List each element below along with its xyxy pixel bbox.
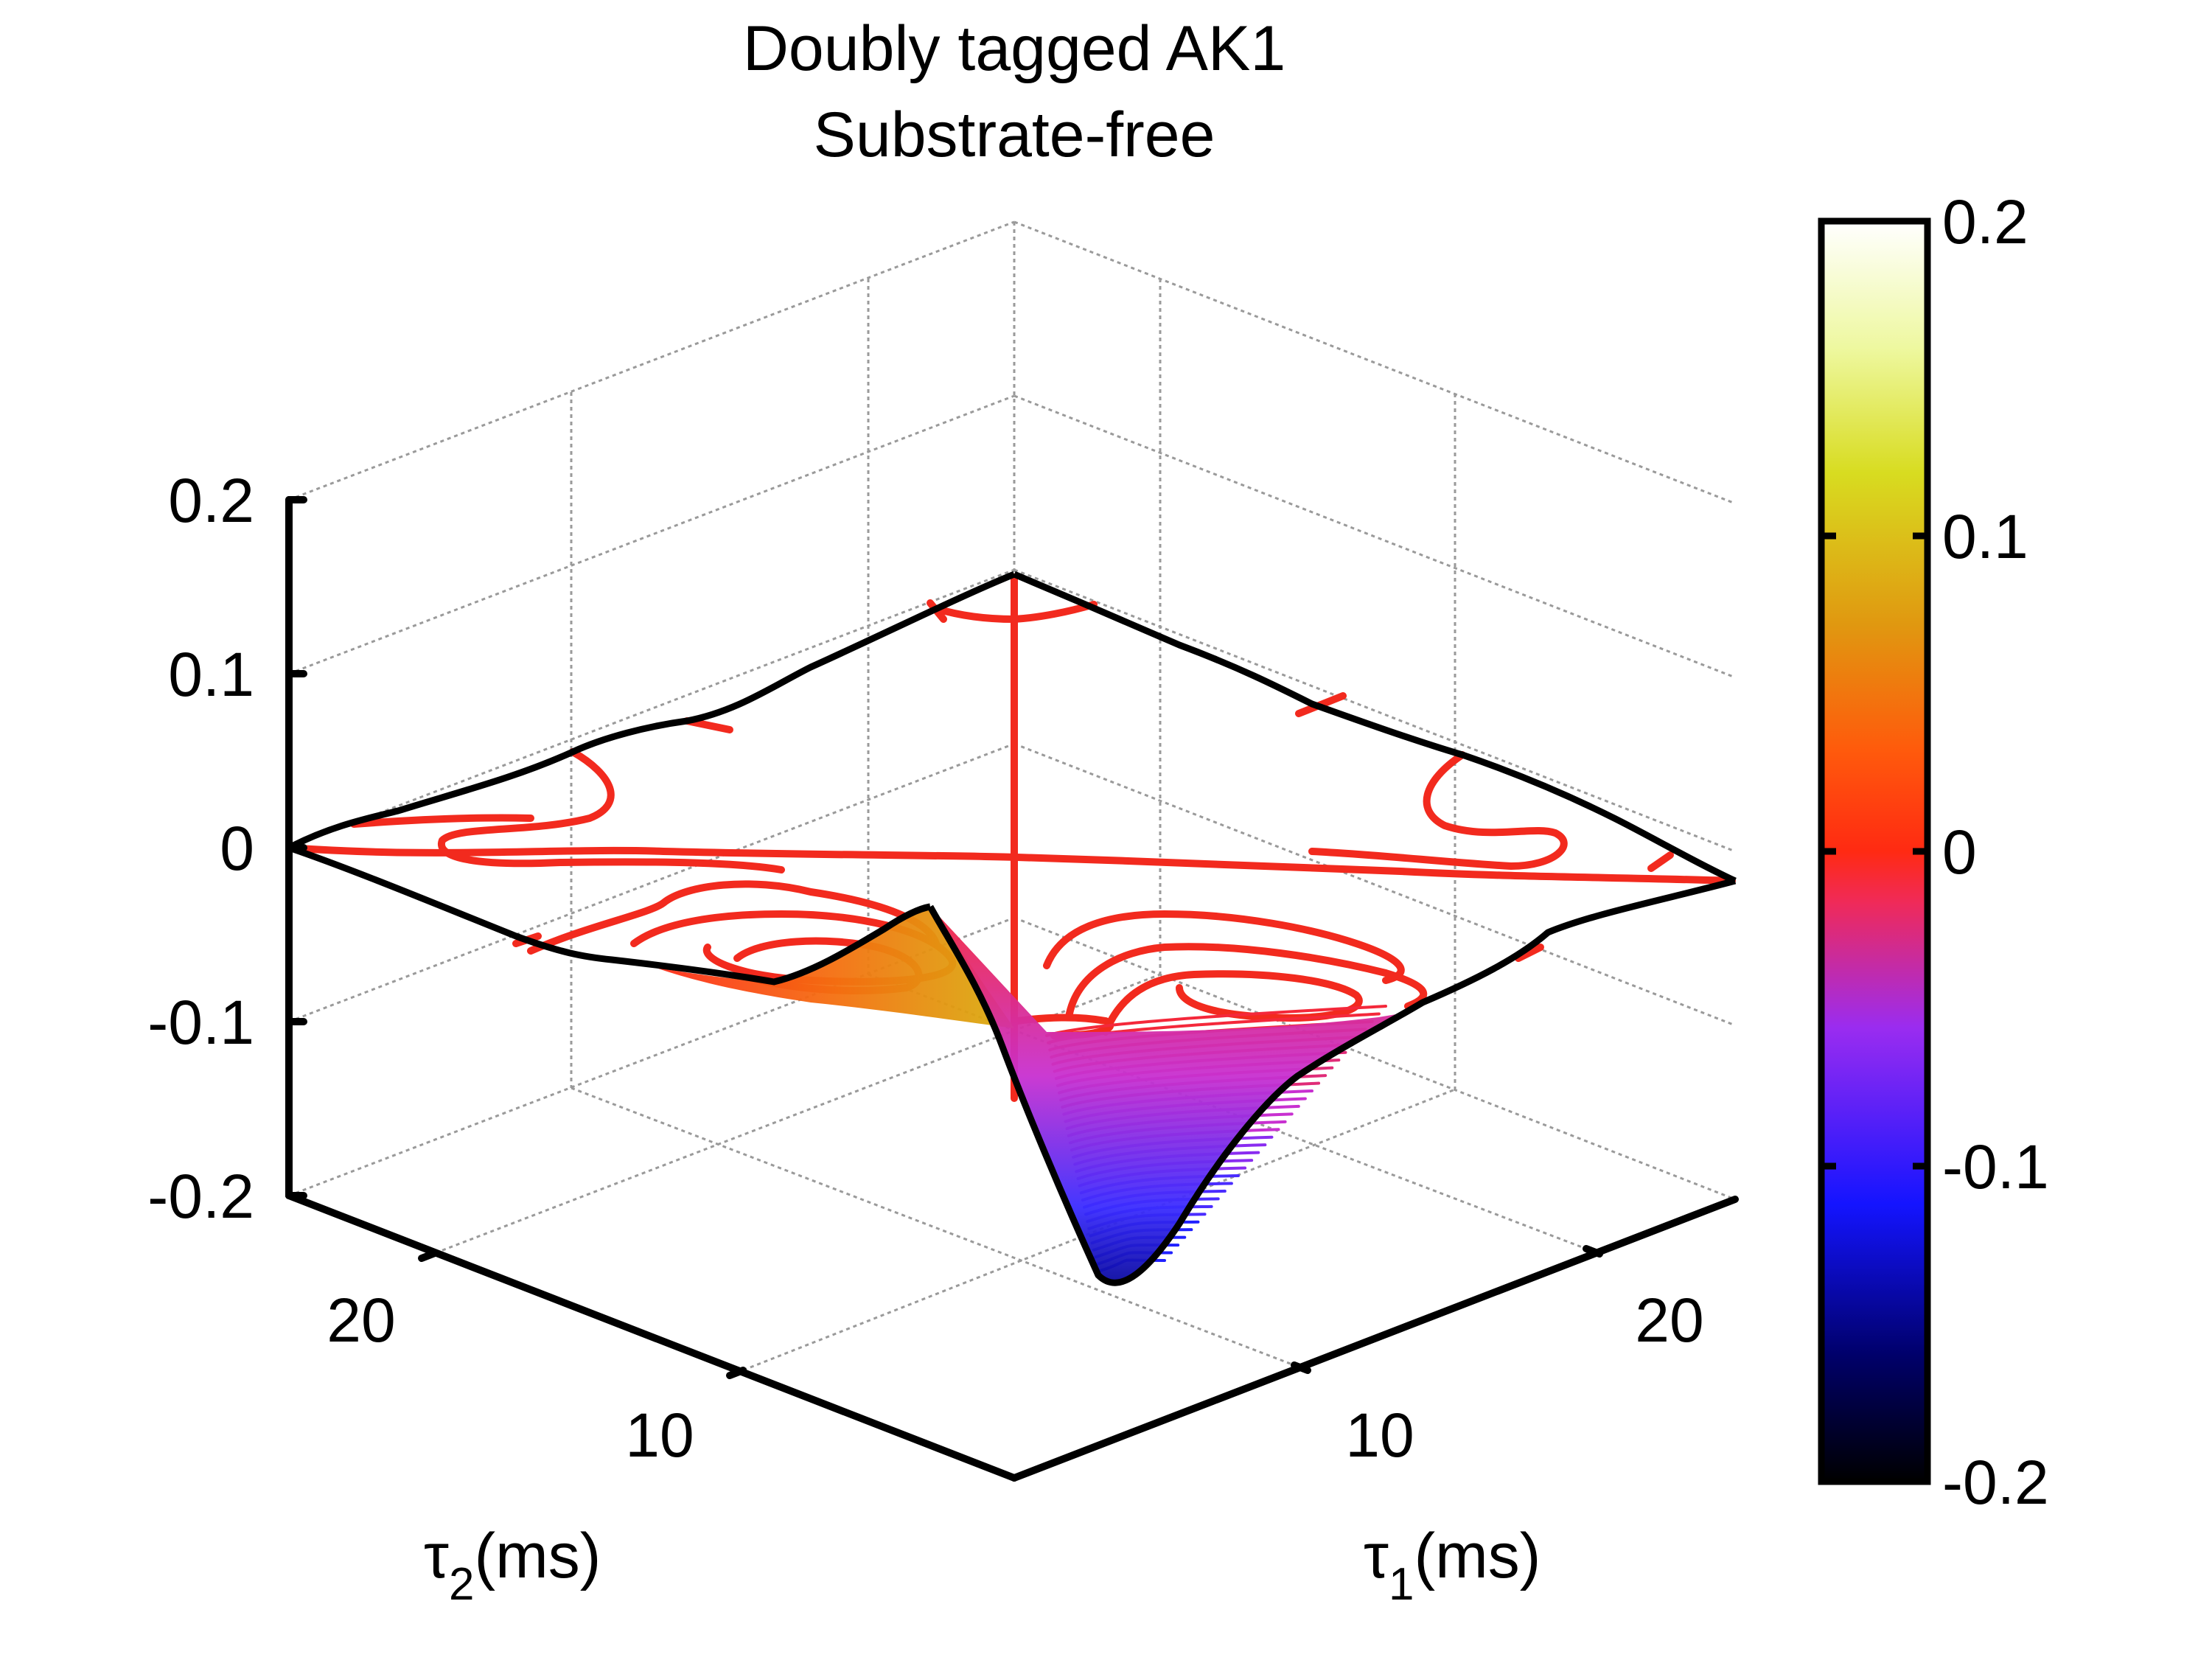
z-tick-label: 0 [220, 814, 254, 883]
y-tick-label: 20 [327, 1286, 395, 1355]
surface-edge-back-right [1013, 571, 1737, 885]
z-tick-label: 0.1 [168, 640, 254, 709]
surface-ridge-wall [656, 907, 1014, 1028]
contour-right-blob1 [1043, 910, 1405, 984]
colorbar-tick-label: -0.2 [1942, 1448, 2049, 1517]
x-tick-labels: 10 20 [1345, 1286, 1703, 1470]
contour-right-blob2 [1065, 943, 1428, 1021]
chart-title-line2: Substrate-free [814, 100, 1215, 170]
z-tick-label: -0.2 [147, 1162, 254, 1231]
colorbar-tick-label: 0 [1942, 817, 1977, 887]
z-tick-labels: 0.2 0.1 0 -0.1 -0.2 [147, 466, 254, 1231]
z-tick-label: 0.2 [168, 466, 254, 535]
contour-right-right-edge [1515, 944, 1544, 962]
x-axis-line [1011, 1196, 1739, 1482]
contour-top-arc [931, 601, 1098, 623]
contour-left-loop2 [350, 814, 534, 828]
z-tick-label: -0.1 [147, 988, 254, 1057]
y-tick-label: 10 [625, 1401, 694, 1470]
colorbar: 0.2 0.1 0 -0.1 -0.2 [1818, 187, 2049, 1517]
surface-edge-back-left [287, 571, 1016, 851]
colorbar-ticks [1821, 217, 1927, 1485]
contour-right-loop [1308, 751, 1568, 870]
surface-edge-front-funnel [927, 877, 1737, 1286]
axes-frame [285, 496, 1739, 1482]
back-wall-grid [288, 220, 1736, 1377]
x-tick-label: 20 [1635, 1286, 1703, 1355]
colorbar-tick-label: 0.2 [1942, 187, 2028, 257]
colorbar-tick-label: -0.1 [1942, 1132, 2049, 1202]
surface-funnel [930, 907, 1400, 1283]
surface-edge-front-left [287, 844, 931, 986]
x-tick-label: 10 [1345, 1401, 1414, 1470]
contour-right-edge [1647, 851, 1674, 872]
colorbar-fill [1821, 221, 1927, 1482]
y-axis-line [285, 1192, 1018, 1482]
contour-left-loop1 [438, 748, 785, 873]
colorbar-tick-label: 0.1 [1942, 502, 2028, 571]
y-axis-label: τ2(ms) [424, 1521, 601, 1610]
x-axis-label: τ1(ms) [1364, 1521, 1541, 1610]
chart-title-line1: Doubly tagged AK1 [743, 13, 1285, 84]
contour-left-blob1 [527, 880, 940, 955]
y-tick-labels: 20 10 [327, 1286, 694, 1470]
ripple-contour [1045, 1005, 1387, 1037]
